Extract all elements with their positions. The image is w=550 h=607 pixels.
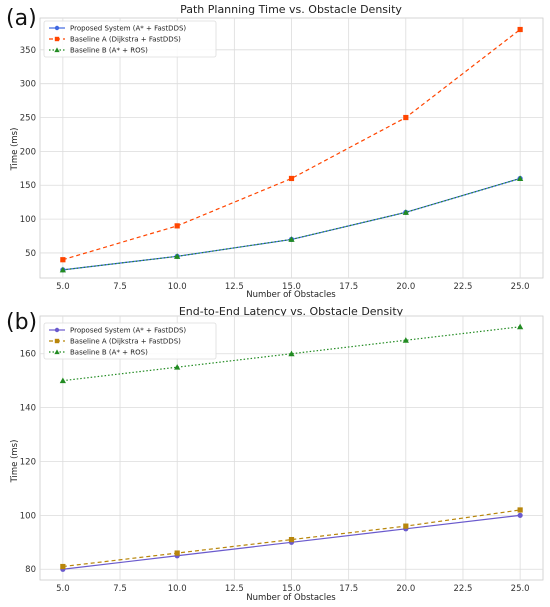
chart-b-x-tick-label: 20.0 [396, 584, 415, 594]
chart-a-series-2 [60, 26, 523, 263]
chart-b-x-tick-label: 10.0 [168, 584, 187, 594]
chart-a-y-tick-label: 200 [20, 147, 36, 157]
chart-a-x-tick-label: 5.0 [56, 282, 70, 292]
chart-b-series-2-point [288, 536, 295, 543]
chart-a-legend-marker [54, 47, 60, 53]
chart-b-y-tick-label: 80 [25, 565, 36, 575]
chart-a-series-2-line [62, 29, 521, 261]
chart-b-series-2-point [174, 550, 180, 556]
chart-b-y-tick-label: 100 [20, 511, 36, 521]
chart-b-legend-marker [54, 327, 60, 333]
chart-b-title: End-to-End Latency vs. Obstacle Density [179, 305, 404, 318]
chart-a-x-tick-label: 7.5 [113, 282, 127, 292]
chart-b-series-3-point [174, 364, 181, 370]
chart-a-series-3 [59, 175, 524, 273]
chart-panel-a: (a) Path Planning Time vs. Obstacle Dens… [0, 0, 550, 303]
chart-b-legend-marker [54, 349, 60, 355]
chart-a-series-3-point [59, 266, 66, 273]
chart-b-x-tick-label: 7.5 [113, 584, 127, 594]
chart-a-legend-label: Baseline A (Dijkstra + FastDDS) [70, 36, 181, 44]
chart-b-legend-label: Baseline A (Dijkstra + FastDDS) [70, 338, 181, 346]
chart-a-title: Path Planning Time vs. Obstacle Density [180, 3, 402, 16]
chart-b-x-tick-label: 15.0 [282, 584, 301, 594]
chart-b-series-3-point [402, 337, 409, 343]
chart-b-x-tick-label: 25.0 [511, 584, 530, 594]
chart-a-x-tick-label: 17.5 [339, 282, 358, 292]
chart-a-y-tick-label: 350 [20, 46, 36, 56]
chart-a-series-3-point [517, 175, 524, 181]
chart-b-legend: Proposed System (A* + FastDDS) Baseline A… [43, 322, 217, 360]
chart-a-legend-marker [54, 25, 60, 31]
chart-a-y-tick-label: 100 [20, 215, 36, 225]
chart-b-x-tick-label: 12.5 [225, 584, 244, 594]
chart-a-legend-marker [54, 36, 60, 42]
chart-a-series-3-point [402, 209, 409, 215]
chart-panel-b: (b) End-to-End Latency vs. Obstacle Dens… [0, 304, 550, 607]
chart-b-series-3-point [517, 323, 524, 330]
chart-b-series-3-point [288, 350, 295, 357]
chart-b-x-tick-label: 22.5 [454, 584, 473, 594]
chart-b-series-2-point [403, 523, 409, 529]
chart-a-y-tick-label: 300 [20, 80, 36, 90]
chart-a-x-tick-label: 22.5 [454, 282, 473, 292]
chart-a-x-tick-label: 10.0 [168, 282, 187, 292]
chart-b-legend-box [43, 322, 217, 360]
panel-letter-b: (b) [6, 310, 37, 335]
chart-a-ylabel: Time (ms) [10, 128, 20, 172]
chart-a-y-tick-label: 250 [20, 114, 36, 124]
chart-a-series-3-point [288, 236, 295, 242]
chart-b-y-tick-label: 140 [20, 404, 36, 414]
chart-b-x-tick-label: 5.0 [56, 584, 70, 594]
chart-a-series-2-point [517, 26, 523, 33]
chart-a-series-2-point [174, 223, 180, 229]
chart-b-series-2-point [60, 563, 66, 570]
chart-b-svg: (b) End-to-End Latency vs. Obstacle Dens… [6, 305, 544, 603]
chart-a-series-2-point [288, 175, 295, 182]
chart-a-plot-area [39, 17, 544, 279]
chart-b-series-3 [59, 323, 524, 384]
chart-b-legend-marker [54, 338, 60, 344]
chart-a-legend-label: Proposed System (A* + FastDDS) [70, 25, 186, 33]
chart-a-x-tick-label: 15.0 [282, 282, 301, 292]
panel-letter-a: (a) [6, 6, 37, 31]
chart-b-legend-label: Proposed System (A* + FastDDS) [70, 327, 186, 335]
chart-a-svg: (a) Path Planning Time vs. Obstacle Dens… [6, 3, 544, 300]
chart-a-legend: Proposed System (A* + FastDDS) Baseline A… [43, 20, 217, 58]
chart-b-series-2 [60, 507, 523, 570]
chart-a-legend-box [43, 20, 217, 58]
chart-b-legend-label: Baseline B (A* + ROS) [70, 349, 148, 357]
chart-a-y-tick-label: 150 [20, 181, 36, 191]
chart-b-series-2-point [517, 507, 523, 513]
chart-b-x-tick-label: 17.5 [339, 584, 358, 594]
chart-b-y-tick-label: 120 [20, 457, 36, 467]
chart-a-series-3-point [174, 253, 181, 259]
chart-a-x-tick-label: 12.5 [225, 282, 244, 292]
chart-a-series-2-point [403, 114, 409, 121]
chart-b-xlabel: Number of Obstacles [246, 593, 336, 603]
chart-b-series-1-point [517, 512, 523, 518]
chart-b-y-tick-label: 160 [20, 350, 36, 360]
chart-b-plot-area [39, 315, 544, 581]
chart-a-xlabel: Number of Obstacles [246, 290, 336, 300]
chart-b-ylabel: Time (ms) [10, 440, 20, 484]
chart-a-x-tick-label: 25.0 [511, 282, 530, 292]
chart-a-legend-label: Baseline B (A* + ROS) [70, 47, 148, 55]
chart-a-y-tick-label: 50 [25, 249, 36, 259]
chart-b-series-3-point [59, 377, 66, 384]
chart-a-x-tick-label: 20.0 [396, 282, 415, 292]
chart-a-series-2-point [60, 257, 66, 263]
